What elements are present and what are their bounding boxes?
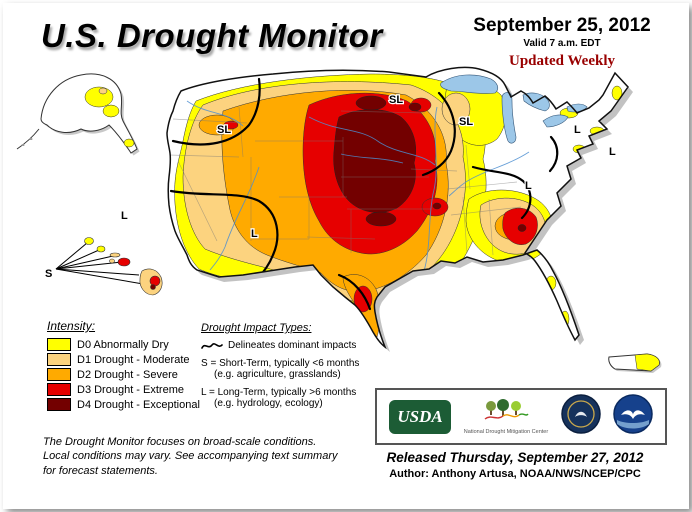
hawaii-inset: S L [44,209,163,296]
legend-item-d3: D3 Drought - Extreme [47,383,200,396]
rivers [186,100,530,272]
lake-michigan [501,91,517,144]
state-borders [168,106,522,256]
noaa-icon [613,394,653,434]
impact-boundary-lines [169,77,559,311]
legend: Intensity: D0 Abnormally Dry D1 Drought … [47,319,200,413]
short-term-line: S = Short-Term, typically <6 months [201,358,360,369]
ndmc-caption: National Drought Mitigation Center [463,428,549,435]
puerto-rico-inset [608,353,662,373]
map-label-sl-northwest: SL [217,124,231,136]
map-label-sl-north-center: SL [389,94,403,106]
usda-logo-text: USDA [397,406,443,426]
disclaimer-line1: The Drought Monitor focuses on broad-sca… [43,436,317,448]
disclaimer: The Drought Monitor focuses on broad-sca… [43,435,337,478]
disclaimer-line3: for forecast statements. [43,464,158,477]
legend-item-d4: D4 Drought - Exceptional [47,398,200,411]
d4-regions [333,95,527,232]
usda-logo: USDA [389,399,451,434]
impact-types: Drought Impact Types: Delineates dominan… [201,322,376,409]
d1-swatch [47,353,71,366]
ndmc-logo: National Drought Mitigation Center [463,398,549,435]
noaa-logo [613,394,653,439]
d4-swatch [47,398,71,411]
map-label-l-hawaii: L [121,210,128,222]
d4-label: D4 Drought - Exceptional [77,398,200,411]
squiggle-icon [201,342,223,349]
us-drought-map: S L SL SL SL L L L L [11,49,683,389]
legend-heading: Intensity: [47,319,96,333]
d2-swatch [47,368,71,381]
d1-label: D1 Drought - Moderate [77,353,190,366]
map-label-s-hawaii: S [45,268,52,280]
author-line: Author: Anthony Artusa, NOAA/NWS/NCEP/CP… [389,468,641,480]
logo-box: USDA National Drought Mitigation Center [375,388,667,445]
map-date: September 25, 2012 [473,15,651,36]
lake-erie [542,114,569,128]
doc-seal-icon [561,394,601,434]
impact-types-heading: Drought Impact Types: [201,322,312,334]
d3-swatch [47,383,71,396]
legend-item-d2: D2 Drought - Severe [47,368,200,381]
map-label-l-ohio-valley: L [525,180,532,192]
great-lakes [440,74,588,144]
date-block: September 25, 2012 Valid 7 a.m. EDT Upda… [455,15,669,70]
short-term-example: (e.g. agriculture, grasslands) [214,369,341,380]
delineates-row: Delineates dominant impacts [201,340,376,351]
d3-label: D3 Drought - Extreme [77,383,184,396]
updated-weekly: Updated Weekly [509,53,615,69]
delineates-text: Delineates dominant impacts [228,340,357,351]
disclaimer-line2: Local conditions may vary. See accompany… [43,450,338,463]
long-term-line: L = Long-Term, typically >6 months [201,387,357,398]
d0-swatch [47,338,71,351]
map-label-sl-upper-midwest: SL [459,116,473,128]
page-title: U.S. Drought Monitor [41,17,383,54]
map-label-l-great-basin: L [251,228,258,240]
drought-map-svg: S L SL SL SL L L L L [16,66,662,373]
lake-superior [440,74,499,94]
legend-item-d1: D1 Drought - Moderate [47,353,200,366]
d0-label: D0 Abnormally Dry [77,338,169,351]
conus-outline [166,66,629,350]
long-term-example: (e.g. hydrology, ecology) [214,398,323,409]
map-label-l-new-england: L [609,146,616,158]
released-line: Released Thursday, September 27, 2012 [386,450,644,465]
legend-item-d0: D0 Abnormally Dry [47,338,200,351]
lake-ontario [566,103,588,113]
map-label-l-new-york: L [574,124,581,136]
alaska-inset [16,73,140,156]
ndmc-trees-icon [484,398,529,420]
doc-seal-logo [561,394,601,439]
valid-time: Valid 7 a.m. EDT [523,38,601,49]
drought-monitor-page: U.S. Drought Monitor September 25, 2012 … [3,3,689,509]
d2-label: D2 Drought - Severe [77,368,178,381]
